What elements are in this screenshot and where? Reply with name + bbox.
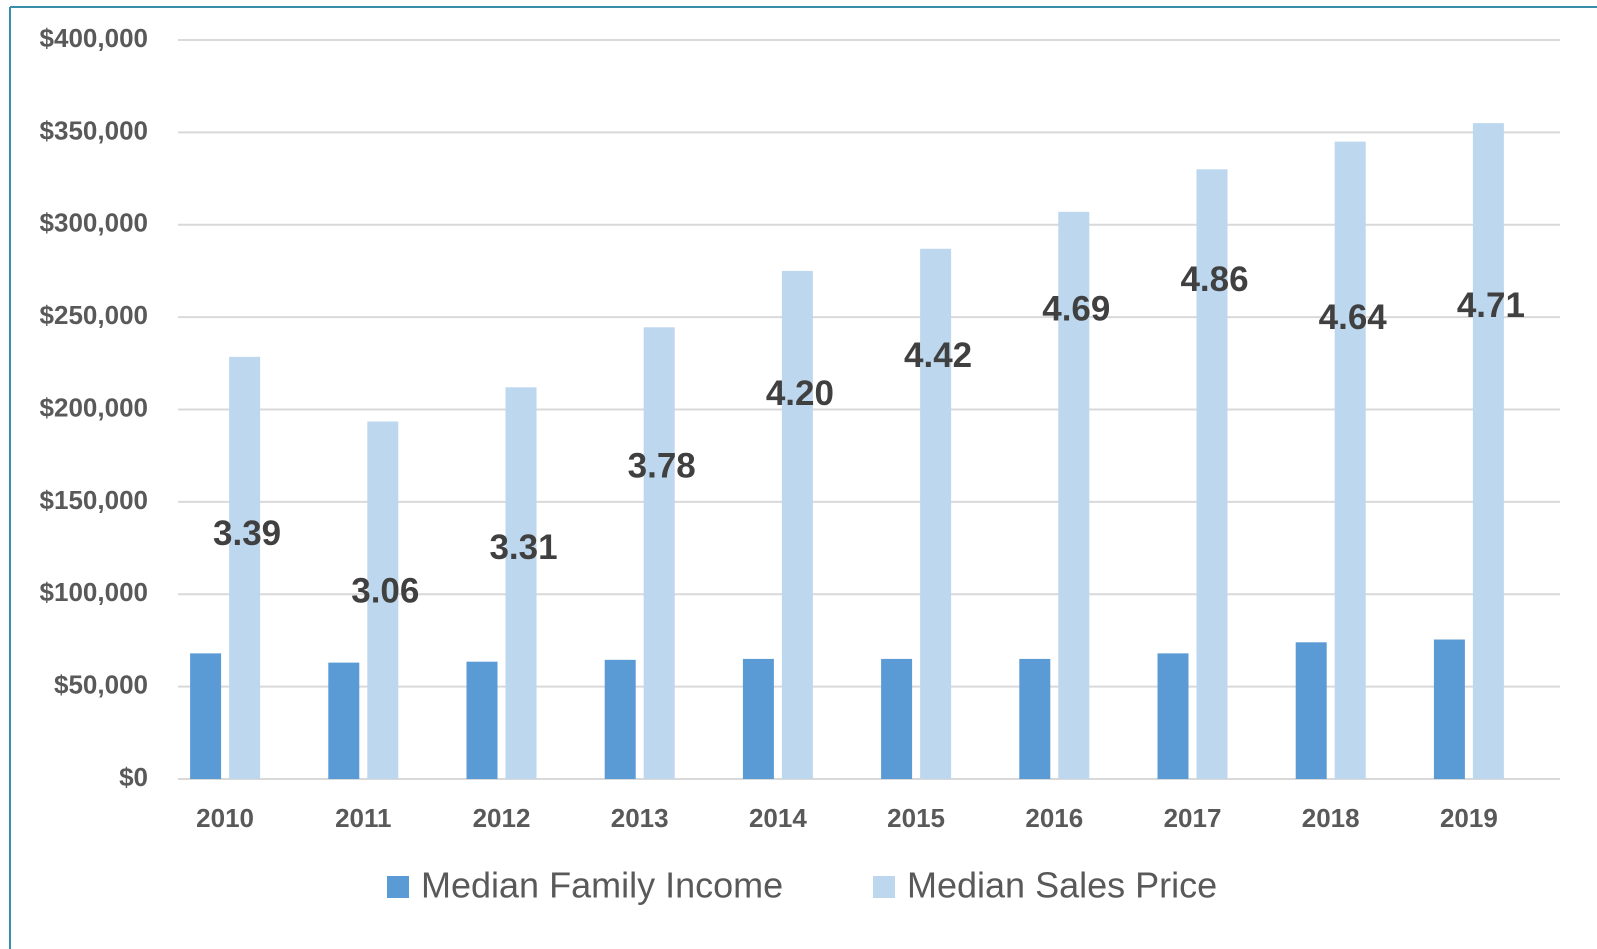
y-tick-label: $0 [119, 762, 148, 792]
bar [1472, 123, 1504, 779]
y-tick-label: $350,000 [40, 115, 148, 145]
annotation: 4.86 [1180, 260, 1248, 299]
annotation: 4.42 [904, 336, 972, 375]
bar [1019, 658, 1051, 779]
bar [1295, 642, 1327, 779]
bar [190, 653, 222, 779]
bar [643, 327, 675, 779]
bar [781, 270, 813, 779]
x-tick-label: 2019 [1440, 803, 1498, 833]
bar [505, 387, 537, 779]
y-tick-label: $100,000 [40, 577, 148, 607]
annotation: 3.06 [351, 571, 419, 610]
bar [1058, 211, 1090, 779]
x-tick-label: 2016 [1025, 803, 1083, 833]
annotation: 3.78 [628, 447, 696, 486]
annotation: 4.71 [1457, 286, 1525, 325]
y-tick-label: $250,000 [40, 300, 148, 330]
annotation: 4.64 [1319, 298, 1388, 337]
bar [920, 248, 952, 779]
x-tick-label: 2017 [1164, 803, 1222, 833]
bar [604, 659, 636, 779]
legend-label: Median Sales Price [907, 865, 1217, 906]
x-tick-label: 2010 [196, 803, 254, 833]
bar [367, 421, 399, 779]
legend-swatch [873, 876, 895, 898]
bar [328, 662, 360, 779]
x-tick-label: 2018 [1302, 803, 1360, 833]
bar [1334, 141, 1366, 780]
legend-swatch [387, 876, 409, 898]
annotation: 3.31 [489, 528, 557, 567]
bar [1157, 653, 1189, 779]
bar [229, 356, 261, 779]
y-tick-label: $150,000 [40, 485, 148, 515]
y-tick-label: $50,000 [54, 670, 148, 700]
bar [1433, 639, 1465, 779]
y-tick-label: $400,000 [40, 23, 148, 53]
x-tick-label: 2013 [611, 803, 669, 833]
bar [466, 661, 498, 779]
x-tick-label: 2015 [887, 803, 945, 833]
bar [881, 658, 913, 779]
y-tick-label: $200,000 [40, 392, 148, 422]
bar [742, 658, 774, 779]
x-tick-label: 2014 [749, 803, 807, 833]
x-tick-label: 2012 [473, 803, 531, 833]
x-tick-label: 2011 [335, 803, 391, 833]
bar [1196, 169, 1228, 779]
annotation: 4.69 [1042, 289, 1110, 328]
legend-label: Median Family Income [421, 865, 783, 906]
y-tick-label: $300,000 [40, 208, 148, 238]
annotation: 3.39 [213, 514, 281, 553]
annotation: 4.20 [766, 374, 834, 413]
